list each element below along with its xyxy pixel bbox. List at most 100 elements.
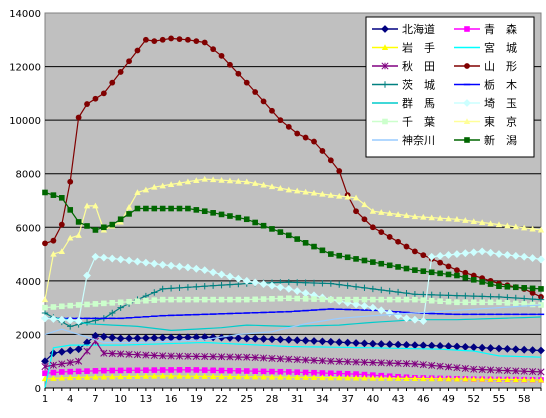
- series-6-point: [470, 272, 477, 279]
- series-2-point: [134, 367, 141, 374]
- series-5-point: [470, 365, 478, 373]
- series-6-point: [58, 221, 65, 228]
- series-12-point: [462, 217, 469, 223]
- series-3-point: [92, 373, 99, 380]
- series-12-point: [50, 250, 57, 257]
- series-6-point: [117, 69, 124, 75]
- series-10-point: [486, 248, 495, 257]
- series-1-point: [335, 338, 344, 347]
- series-10-point: [360, 302, 369, 310]
- legend-swatch-point: [382, 118, 388, 125]
- series-10-point: [49, 315, 58, 323]
- series-12-point: [251, 180, 259, 186]
- series-5-point: [487, 366, 495, 374]
- series-2-point: [101, 367, 107, 374]
- series-3-point: [277, 373, 284, 380]
- series-14-point: [143, 205, 149, 212]
- series-3-point: [75, 374, 82, 380]
- legend-item: 群 馬: [372, 96, 435, 110]
- series-2-point: [59, 369, 65, 375]
- series-2-point: [84, 368, 90, 374]
- series-5-point: [175, 352, 184, 360]
- series-11-point: [269, 296, 275, 302]
- series-14-point: [101, 224, 107, 231]
- series-11: [42, 295, 544, 311]
- series-14-point: [84, 223, 90, 229]
- series-5-point: [226, 353, 234, 361]
- series-12-point: [495, 221, 503, 228]
- series-12-point: [394, 211, 402, 217]
- series-11-point: [243, 296, 250, 303]
- series-7-point: [520, 295, 528, 302]
- x-tick-label: 46: [417, 394, 430, 405]
- series-2-point: [311, 369, 317, 376]
- series-7-point: [445, 292, 452, 299]
- series-11-point: [386, 296, 393, 303]
- x-tick-label: 43: [392, 394, 405, 405]
- series-5-point: [478, 366, 486, 374]
- series-6-point: [302, 134, 309, 141]
- series-7-point: [226, 281, 234, 288]
- series-5-point: [394, 359, 402, 367]
- series-5-point: [302, 356, 310, 364]
- series-1: [41, 331, 545, 366]
- series-5-point: [327, 357, 335, 365]
- series-3-point: [209, 373, 217, 379]
- series-12-point: [369, 208, 377, 214]
- series-14-point: [428, 269, 435, 276]
- series-6-point: [277, 117, 284, 124]
- series-5-point: [411, 360, 419, 368]
- series-6-point: [462, 269, 469, 276]
- series-10-point: [158, 260, 167, 269]
- series-3-point: [394, 375, 402, 381]
- series-14-point: [185, 205, 191, 212]
- series-5-point: [512, 367, 520, 375]
- series-5-point: [167, 352, 175, 360]
- series-14-point: [487, 281, 494, 287]
- series-5-point: [402, 360, 411, 368]
- series-13: [44, 304, 542, 344]
- series-7-point: [218, 281, 225, 289]
- series-11-point: [235, 296, 242, 303]
- series-3-point: [100, 373, 108, 380]
- series-7-point: [184, 284, 192, 291]
- x-tick-label: 7: [92, 394, 98, 405]
- series-5-point: [192, 352, 200, 360]
- series-11-point: [420, 297, 427, 303]
- series-1-point: [495, 344, 503, 353]
- series-5-point: [318, 357, 326, 365]
- series-1-point: [108, 333, 117, 342]
- series-1-point: [74, 345, 83, 354]
- series-3-point: [462, 375, 469, 382]
- series-6-point: [311, 138, 317, 145]
- series-12-point: [75, 232, 82, 238]
- series-7-point: [378, 286, 385, 294]
- series-6-point: [269, 107, 275, 114]
- series-2-point: [67, 368, 74, 375]
- series-10-point: [528, 254, 537, 262]
- series-14-point: [361, 257, 368, 264]
- series-10-point: [511, 251, 520, 260]
- series-3-point: [83, 373, 91, 380]
- series-6-point: [319, 148, 326, 154]
- series-11-point: [479, 299, 485, 306]
- series-7-point: [117, 304, 124, 311]
- series-14-point: [277, 229, 284, 235]
- series-2-point: [344, 371, 351, 377]
- series-11-point: [302, 296, 309, 302]
- series-3-point: [520, 376, 528, 383]
- series-12-point: [92, 202, 99, 209]
- series-12-point: [403, 212, 410, 219]
- series-6-point: [285, 123, 292, 130]
- series-14-point: [319, 247, 326, 254]
- series-3-point: [352, 374, 360, 381]
- series-11-point: [277, 295, 284, 302]
- series-7-point: [151, 289, 158, 296]
- legend-item: 栃 木: [454, 78, 517, 92]
- series-12-point: [151, 183, 158, 190]
- series-11-point: [512, 300, 519, 307]
- series-5-point: [117, 350, 125, 358]
- series-11-point: [42, 304, 48, 311]
- series-7-point: [209, 282, 217, 289]
